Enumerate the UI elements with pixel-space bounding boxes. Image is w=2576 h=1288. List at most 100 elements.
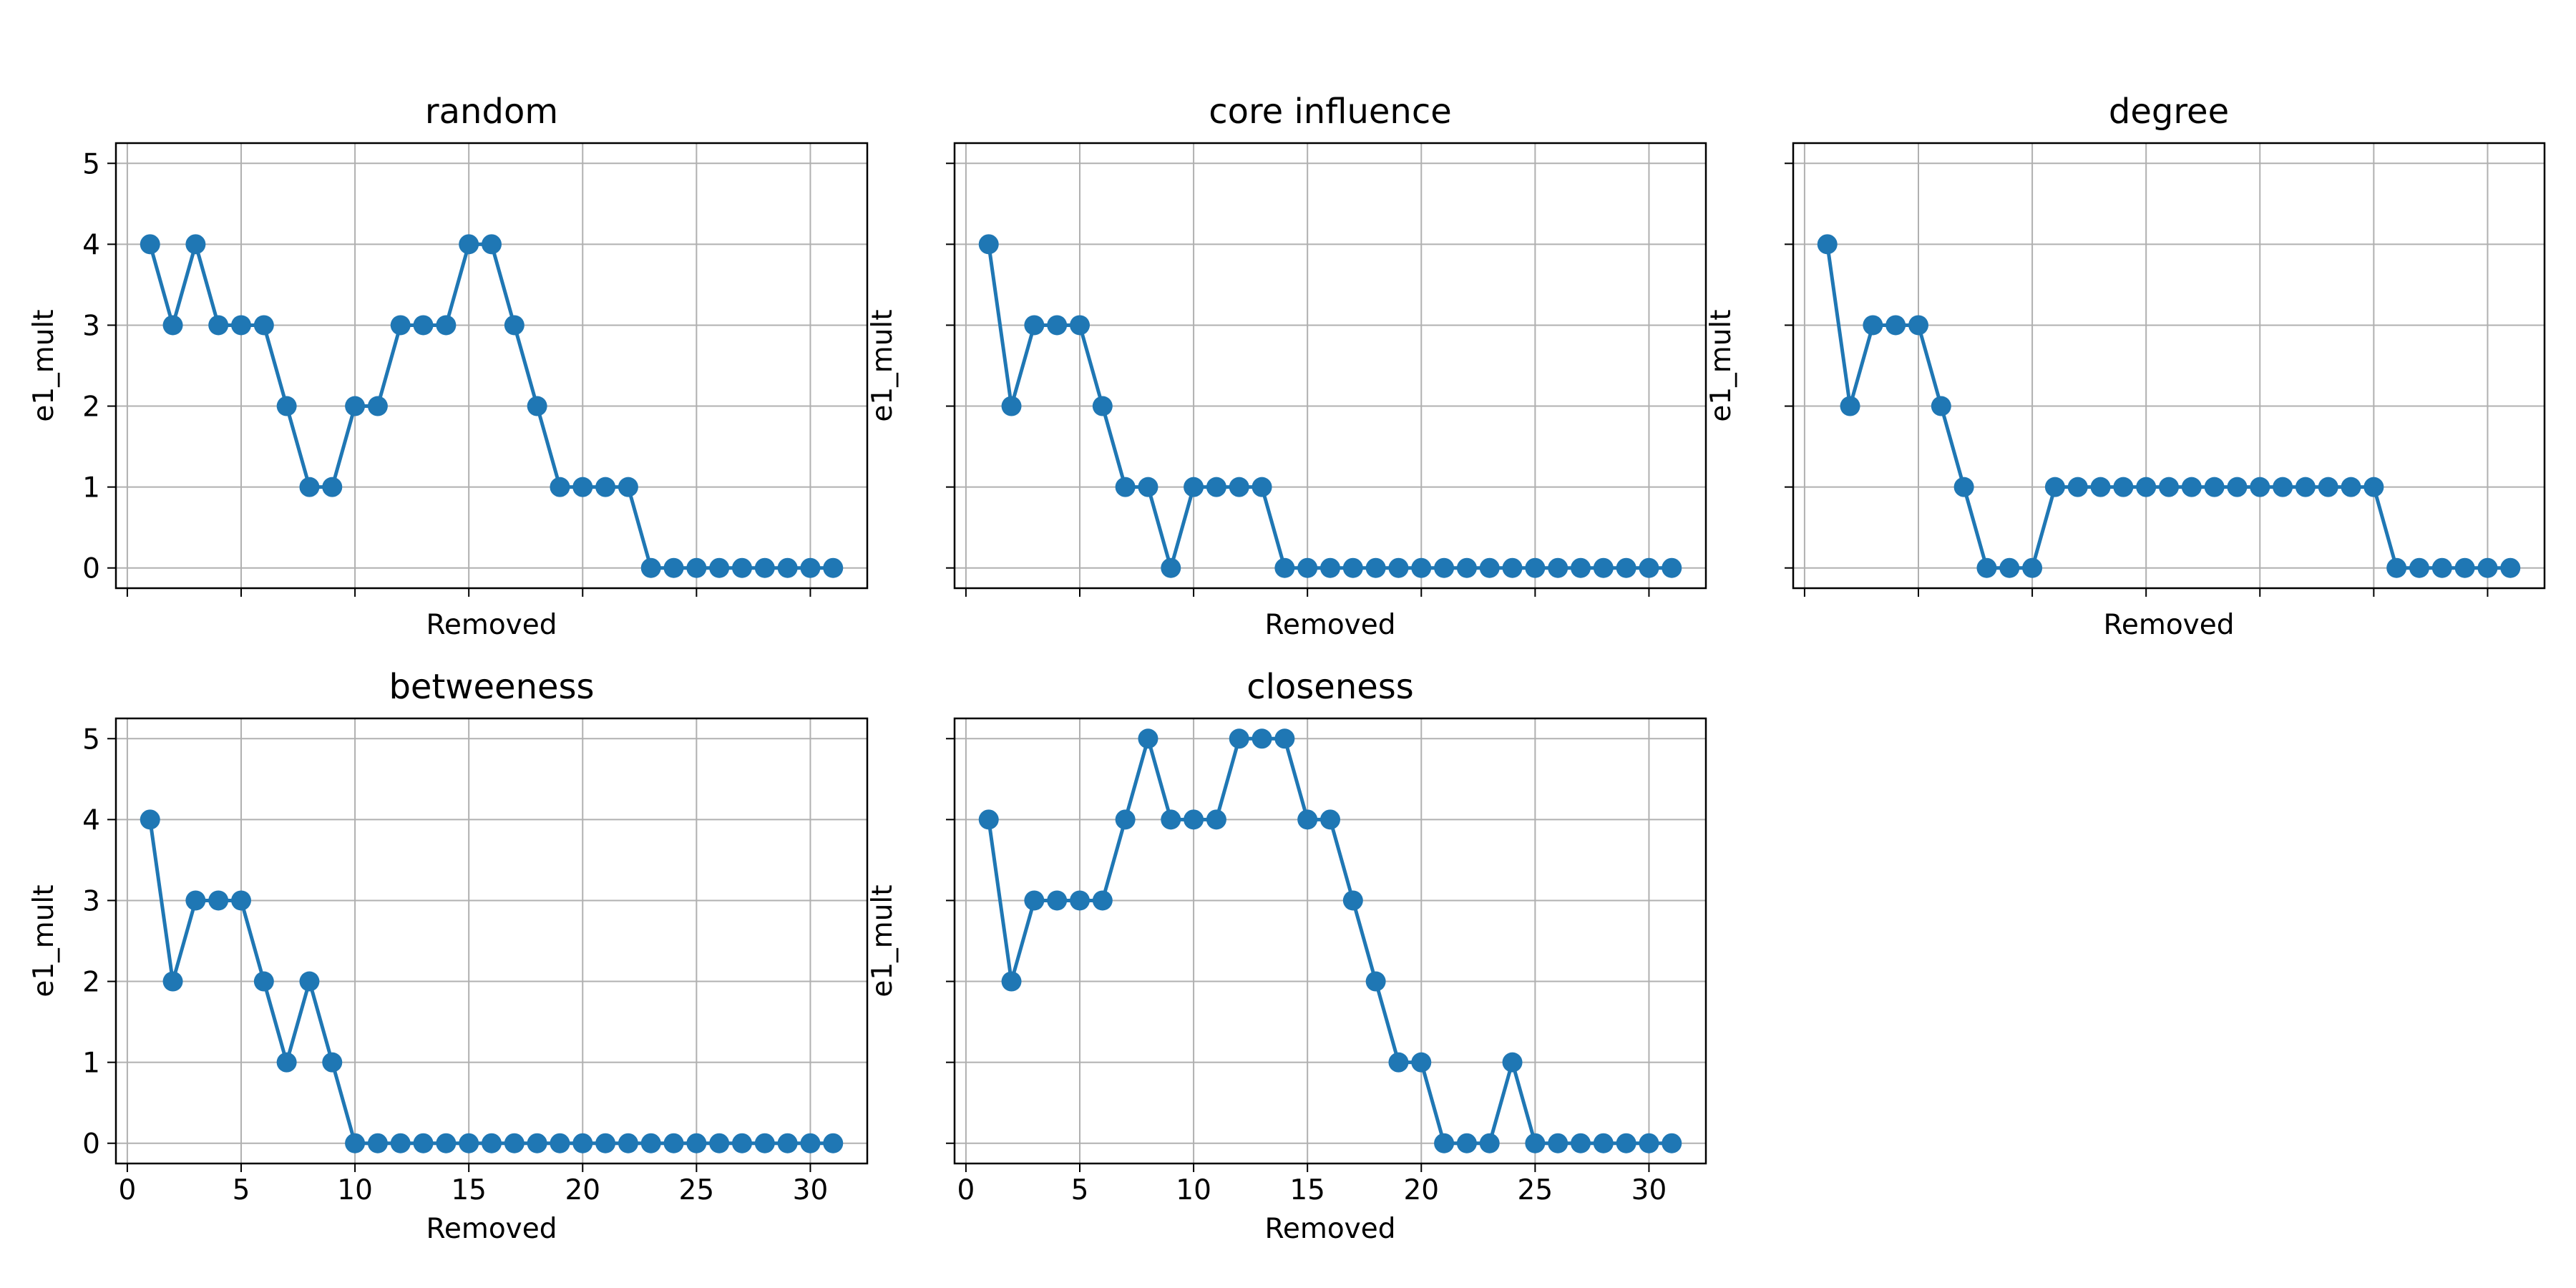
y-tick-label: 0 [82, 553, 100, 585]
data-point [1662, 557, 1682, 578]
data-point [1456, 1133, 1477, 1153]
data-point [572, 477, 593, 497]
data-point [1840, 396, 1860, 416]
data-point [1297, 809, 1318, 830]
data-point [572, 1133, 593, 1153]
data-point [550, 477, 570, 497]
chart-title: random [425, 92, 558, 132]
data-point [823, 1133, 844, 1153]
data-point [390, 1133, 411, 1153]
data-point [299, 971, 320, 992]
data-point [390, 315, 411, 336]
data-point [1047, 890, 1068, 911]
data-point [162, 971, 183, 992]
data-point [978, 234, 999, 255]
data-point [640, 557, 661, 578]
x-tick-label: 15 [451, 1174, 487, 1206]
data-point [2136, 477, 2157, 497]
data-point [2273, 477, 2293, 497]
data-point [1479, 1133, 1500, 1153]
data-point [1252, 728, 1272, 749]
subplot-5: 0 5 10 15 20 25 30 closeness Removed e1_mult [867, 667, 1707, 1245]
data-point [1662, 1133, 1682, 1153]
x-tick-label: 20 [1403, 1174, 1439, 1206]
data-point [504, 1133, 525, 1153]
data-point [1138, 728, 1158, 749]
data-point [367, 396, 388, 416]
data-point [1908, 315, 1928, 336]
chart-title: closeness [1246, 667, 1414, 707]
x-axis-label: Removed [426, 1213, 557, 1245]
data-point [2431, 557, 2452, 578]
data-point [208, 890, 229, 911]
x-tick-label: 0 [118, 1174, 136, 1206]
data-point [1024, 890, 1045, 911]
data-point [2318, 477, 2338, 497]
data-point [1001, 396, 1022, 416]
data-point [2250, 477, 2270, 497]
x-tick-label: 25 [1518, 1174, 1553, 1206]
data-point [367, 1133, 388, 1153]
series-line [987, 736, 1672, 1146]
y-tick-label: 5 [82, 148, 100, 180]
data-point [1365, 557, 1386, 578]
data-point [1184, 809, 1204, 830]
data-point [550, 1133, 570, 1153]
data-point [527, 1133, 547, 1153]
chart-title: degree [2109, 92, 2229, 132]
data-point [459, 234, 479, 255]
data-point [595, 477, 616, 497]
data-point [459, 1133, 479, 1153]
chart-title: core influence [1209, 92, 1452, 132]
data-point [253, 971, 274, 992]
data-point [1274, 728, 1295, 749]
axes-frame [1792, 142, 2546, 590]
data-point [1931, 396, 1951, 416]
data-point [1434, 1133, 1455, 1153]
y-tick-label: 2 [82, 967, 100, 999]
data-point [1548, 557, 1568, 578]
data-point [2295, 477, 2316, 497]
data-point [1365, 971, 1386, 992]
y-axis-label: e1_mult [28, 309, 60, 421]
data-point [1184, 477, 1204, 497]
y-axis-label: e1_mult [867, 309, 899, 421]
data-point [978, 809, 999, 830]
data-point [1525, 1133, 1546, 1153]
data-point [1593, 1133, 1614, 1153]
data-point [1525, 557, 1546, 578]
x-axis-label: Removed [2103, 609, 2234, 641]
data-point [1411, 1052, 1432, 1073]
data-point [1479, 557, 1500, 578]
axes-frame [114, 717, 869, 1165]
data-point [1047, 315, 1068, 336]
data-point [1976, 557, 1997, 578]
data-point [2159, 477, 2179, 497]
y-axis-label: e1_mult [28, 884, 60, 997]
data-point [1388, 557, 1409, 578]
data-point [686, 557, 707, 578]
data-point [322, 477, 343, 497]
subplot-4: 0 5 10 15 20 25 30 0 1 2 3 4 5 betweeness Removed e1_mu… [28, 667, 869, 1245]
data-point [2454, 557, 2475, 578]
x-tick-label: 0 [957, 1174, 975, 1206]
data-point [732, 557, 752, 578]
data-point [1639, 557, 1659, 578]
data-point [2386, 557, 2407, 578]
data-point [140, 809, 160, 830]
data-point [1999, 557, 2020, 578]
data-point [1639, 1133, 1659, 1153]
data-point [1434, 557, 1455, 578]
data-point [162, 315, 183, 336]
y-tick-label: 3 [82, 885, 100, 917]
data-point [1320, 809, 1340, 830]
data-point [1320, 557, 1340, 578]
data-point [482, 1133, 502, 1153]
data-point [754, 1133, 775, 1153]
data-point [436, 315, 457, 336]
data-point [1616, 1133, 1636, 1153]
x-tick-label: 5 [1071, 1174, 1089, 1206]
data-point [253, 315, 274, 336]
data-point [140, 234, 160, 255]
data-point [1115, 477, 1136, 497]
